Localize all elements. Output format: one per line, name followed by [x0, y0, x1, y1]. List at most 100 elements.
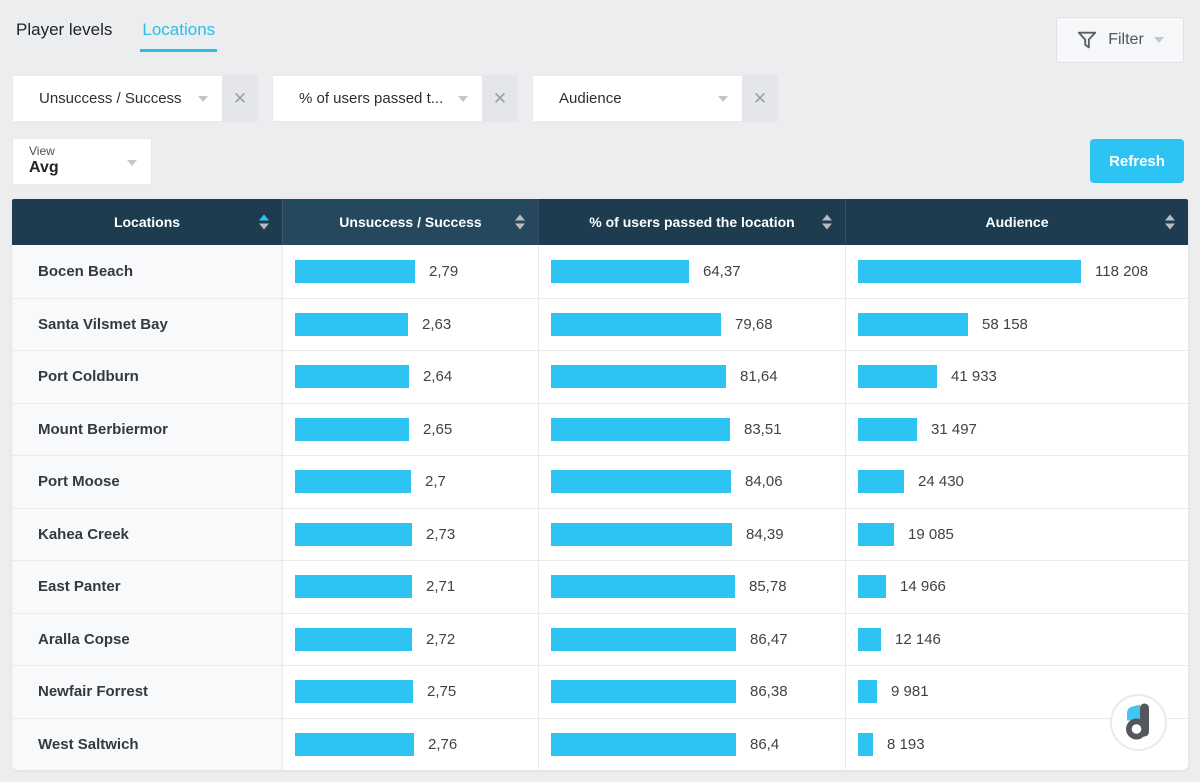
- value-bar: [551, 470, 731, 494]
- metric-cell-pct-users-passed: 86,38: [538, 666, 845, 718]
- value-bar: [295, 732, 414, 756]
- value-bar: [551, 417, 730, 441]
- sort-arrows-icon[interactable]: [1165, 214, 1175, 230]
- tab-bar: Player levels Locations: [14, 0, 218, 52]
- location-name: Port Coldburn: [38, 368, 139, 386]
- metric-chip-dropdown[interactable]: Unsuccess / Success: [12, 75, 222, 122]
- value-bar: [295, 680, 413, 704]
- metric-cell-pct-users-passed: 79,68: [538, 298, 845, 350]
- metric-cell-pct-users-passed: 81,64: [538, 351, 845, 403]
- location-cell: Port Moose: [12, 456, 282, 508]
- sort-arrows-icon[interactable]: [515, 214, 525, 230]
- view-select[interactable]: View Avg: [12, 138, 152, 185]
- location-cell: Aralla Copse: [12, 613, 282, 665]
- value-bar: [551, 365, 726, 389]
- value-bar: [858, 522, 894, 546]
- metric-chip-label: Unsuccess / Success: [39, 90, 182, 107]
- column-header-audience[interactable]: Audience: [845, 199, 1188, 245]
- value-label: 24 430: [918, 473, 964, 491]
- value-bar: [551, 575, 735, 599]
- metric-cell-pct-users-passed: 86,4: [538, 718, 845, 770]
- metric-cell-pct-users-passed: 84,06: [538, 456, 845, 508]
- metric-cell-unsuccess-success: 2,64: [282, 351, 538, 403]
- metric-cell-unsuccess-success: 2,76: [282, 718, 538, 770]
- metric-cell-unsuccess-success: 2,79: [282, 245, 538, 298]
- value-bar: [858, 417, 917, 441]
- metric-chip-dropdown[interactable]: % of users passed t...: [272, 75, 482, 122]
- value-label: 86,4: [750, 735, 780, 753]
- value-label: 84,06: [745, 473, 783, 491]
- locations-table: Locations Unsuccess / Success % of users p…: [12, 199, 1188, 770]
- value-bar: [551, 312, 721, 336]
- metric-cell-audience: 31 497: [845, 403, 1188, 455]
- metric-cell-pct-users-passed: 64,37: [538, 245, 845, 298]
- column-header-label: % of users passed the location: [589, 214, 795, 230]
- metric-cell-audience: 8 193: [845, 718, 1188, 770]
- chevron-down-icon: [127, 160, 137, 166]
- remove-metric-button[interactable]: ✕: [222, 75, 258, 122]
- value-label: 31 497: [931, 420, 977, 438]
- location-cell: Kahea Creek: [12, 508, 282, 560]
- value-label: 2,79: [429, 262, 459, 280]
- location-cell: Mount Berbiermor: [12, 403, 282, 455]
- remove-metric-button[interactable]: ✕: [742, 75, 778, 122]
- value-label: 2,71: [426, 578, 456, 596]
- table-row: Santa Vilsmet Bay 2,63 79,68 58 158: [12, 297, 1188, 350]
- table-row: Mount Berbiermor 2,65 83,51 31 497: [12, 402, 1188, 455]
- filter-button[interactable]: Filter: [1056, 17, 1184, 63]
- metric-cell-pct-users-passed: 83,51: [538, 403, 845, 455]
- close-icon: ✕: [752, 89, 768, 108]
- metric-cell-unsuccess-success: 2,7: [282, 456, 538, 508]
- column-header-label: Audience: [985, 214, 1049, 230]
- column-header-unsuccess-success[interactable]: Unsuccess / Success: [282, 199, 538, 245]
- value-label: 2,72: [426, 630, 456, 648]
- sort-arrows-icon[interactable]: [822, 214, 832, 230]
- location-cell: Newfair Forrest: [12, 666, 282, 718]
- value-label: 84,39: [746, 525, 784, 543]
- funnel-icon: [1078, 31, 1097, 49]
- location-name: West Saltwich: [38, 735, 139, 753]
- metric-cell-audience: 19 085: [845, 508, 1188, 560]
- value-bar: [551, 680, 736, 704]
- metric-chip: Audience ✕: [532, 75, 778, 122]
- tab-locations[interactable]: Locations: [140, 0, 218, 52]
- tab-player-levels[interactable]: Player levels: [16, 20, 113, 39]
- location-name: Port Moose: [38, 473, 120, 491]
- table-row: Kahea Creek 2,73 84,39 19 085: [12, 507, 1188, 560]
- value-label: 118 208: [1095, 262, 1149, 280]
- value-label: 2,7: [425, 473, 446, 491]
- value-label: 2,73: [426, 525, 456, 543]
- metric-cell-pct-users-passed: 86,47: [538, 613, 845, 665]
- value-label: 79,68: [735, 315, 773, 333]
- location-name: Mount Berbiermor: [38, 420, 169, 438]
- value-bar: [295, 259, 415, 283]
- close-icon: ✕: [232, 89, 248, 108]
- column-header-locations[interactable]: Locations: [12, 199, 282, 245]
- value-bar: [551, 627, 736, 651]
- column-header-pct-users-passed[interactable]: % of users passed the location: [538, 199, 845, 245]
- value-label: 64,37: [703, 262, 741, 280]
- location-cell: Bocen Beach: [12, 245, 282, 298]
- value-bar: [551, 259, 689, 283]
- location-cell: East Panter: [12, 561, 282, 613]
- value-bar: [295, 575, 412, 599]
- metric-cell-audience: 12 146: [845, 613, 1188, 665]
- value-label: 86,38: [750, 683, 788, 701]
- table-row: Bocen Beach 2,79 64,37 118 208: [12, 245, 1188, 298]
- remove-metric-button[interactable]: ✕: [482, 75, 518, 122]
- chevron-down-icon: [198, 95, 208, 102]
- refresh-button[interactable]: Refresh: [1090, 139, 1184, 183]
- value-label: 14 966: [900, 578, 946, 596]
- sort-arrows-icon[interactable]: [259, 214, 269, 230]
- table-body: Bocen Beach 2,79 64,37 118 208 Santa Vilsmet…: [12, 245, 1188, 770]
- location-cell: Santa Vilsmet Bay: [12, 298, 282, 350]
- value-bar: [295, 522, 412, 546]
- metric-chip-dropdown[interactable]: Audience: [532, 75, 742, 122]
- location-name: Santa Vilsmet Bay: [38, 315, 168, 333]
- table-row: Aralla Copse 2,72 86,47 12 146: [12, 612, 1188, 665]
- value-bar: [858, 732, 873, 756]
- value-label: 81,64: [740, 368, 778, 386]
- view-select-label: View: [29, 144, 55, 158]
- location-name: Kahea Creek: [38, 525, 129, 543]
- value-label: 58 158: [982, 315, 1028, 333]
